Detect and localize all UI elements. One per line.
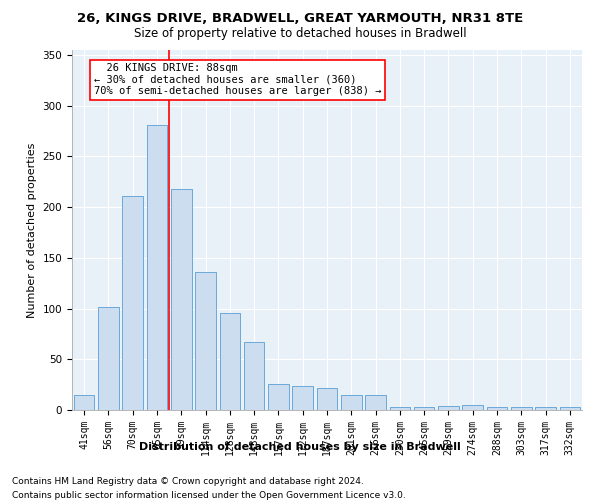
Bar xyxy=(171,189,191,410)
Text: 26 KINGS DRIVE: 88sqm
← 30% of detached houses are smaller (360)
70% of semi-det: 26 KINGS DRIVE: 88sqm ← 30% of detached … xyxy=(94,63,382,96)
Text: Size of property relative to detached houses in Bradwell: Size of property relative to detached ho… xyxy=(134,28,466,40)
Bar xyxy=(389,407,410,410)
Bar xyxy=(244,342,265,410)
Bar xyxy=(487,407,508,410)
Bar xyxy=(414,407,434,410)
Bar xyxy=(438,406,459,410)
Bar xyxy=(535,407,556,410)
Bar xyxy=(365,395,386,410)
Bar xyxy=(341,395,362,410)
Bar xyxy=(195,272,216,410)
Y-axis label: Number of detached properties: Number of detached properties xyxy=(27,142,37,318)
Text: 26, KINGS DRIVE, BRADWELL, GREAT YARMOUTH, NR31 8TE: 26, KINGS DRIVE, BRADWELL, GREAT YARMOUT… xyxy=(77,12,523,26)
Bar xyxy=(146,125,167,410)
Bar xyxy=(292,386,313,410)
Bar xyxy=(122,196,143,410)
Bar xyxy=(317,388,337,410)
Text: Contains public sector information licensed under the Open Government Licence v3: Contains public sector information licen… xyxy=(12,491,406,500)
Bar xyxy=(560,407,580,410)
Text: Contains HM Land Registry data © Crown copyright and database right 2024.: Contains HM Land Registry data © Crown c… xyxy=(12,478,364,486)
Bar xyxy=(220,312,240,410)
Bar xyxy=(511,407,532,410)
Text: Distribution of detached houses by size in Bradwell: Distribution of detached houses by size … xyxy=(139,442,461,452)
Bar xyxy=(98,306,119,410)
Bar xyxy=(463,405,483,410)
Bar xyxy=(268,384,289,410)
Bar xyxy=(74,395,94,410)
